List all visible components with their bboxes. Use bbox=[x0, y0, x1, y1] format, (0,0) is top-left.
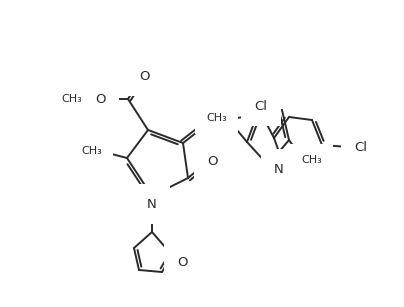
Text: Cl: Cl bbox=[354, 141, 367, 154]
Text: O: O bbox=[95, 92, 106, 106]
Text: O: O bbox=[177, 257, 187, 270]
Text: CH₃: CH₃ bbox=[81, 146, 102, 156]
Text: CH₃: CH₃ bbox=[61, 94, 82, 104]
Text: CH₃: CH₃ bbox=[206, 113, 227, 123]
Text: O: O bbox=[139, 69, 149, 83]
Text: CH₃: CH₃ bbox=[301, 155, 322, 165]
Text: Cl: Cl bbox=[255, 99, 267, 112]
Text: O: O bbox=[207, 154, 217, 168]
Text: N: N bbox=[274, 162, 284, 176]
Text: N: N bbox=[147, 197, 157, 211]
